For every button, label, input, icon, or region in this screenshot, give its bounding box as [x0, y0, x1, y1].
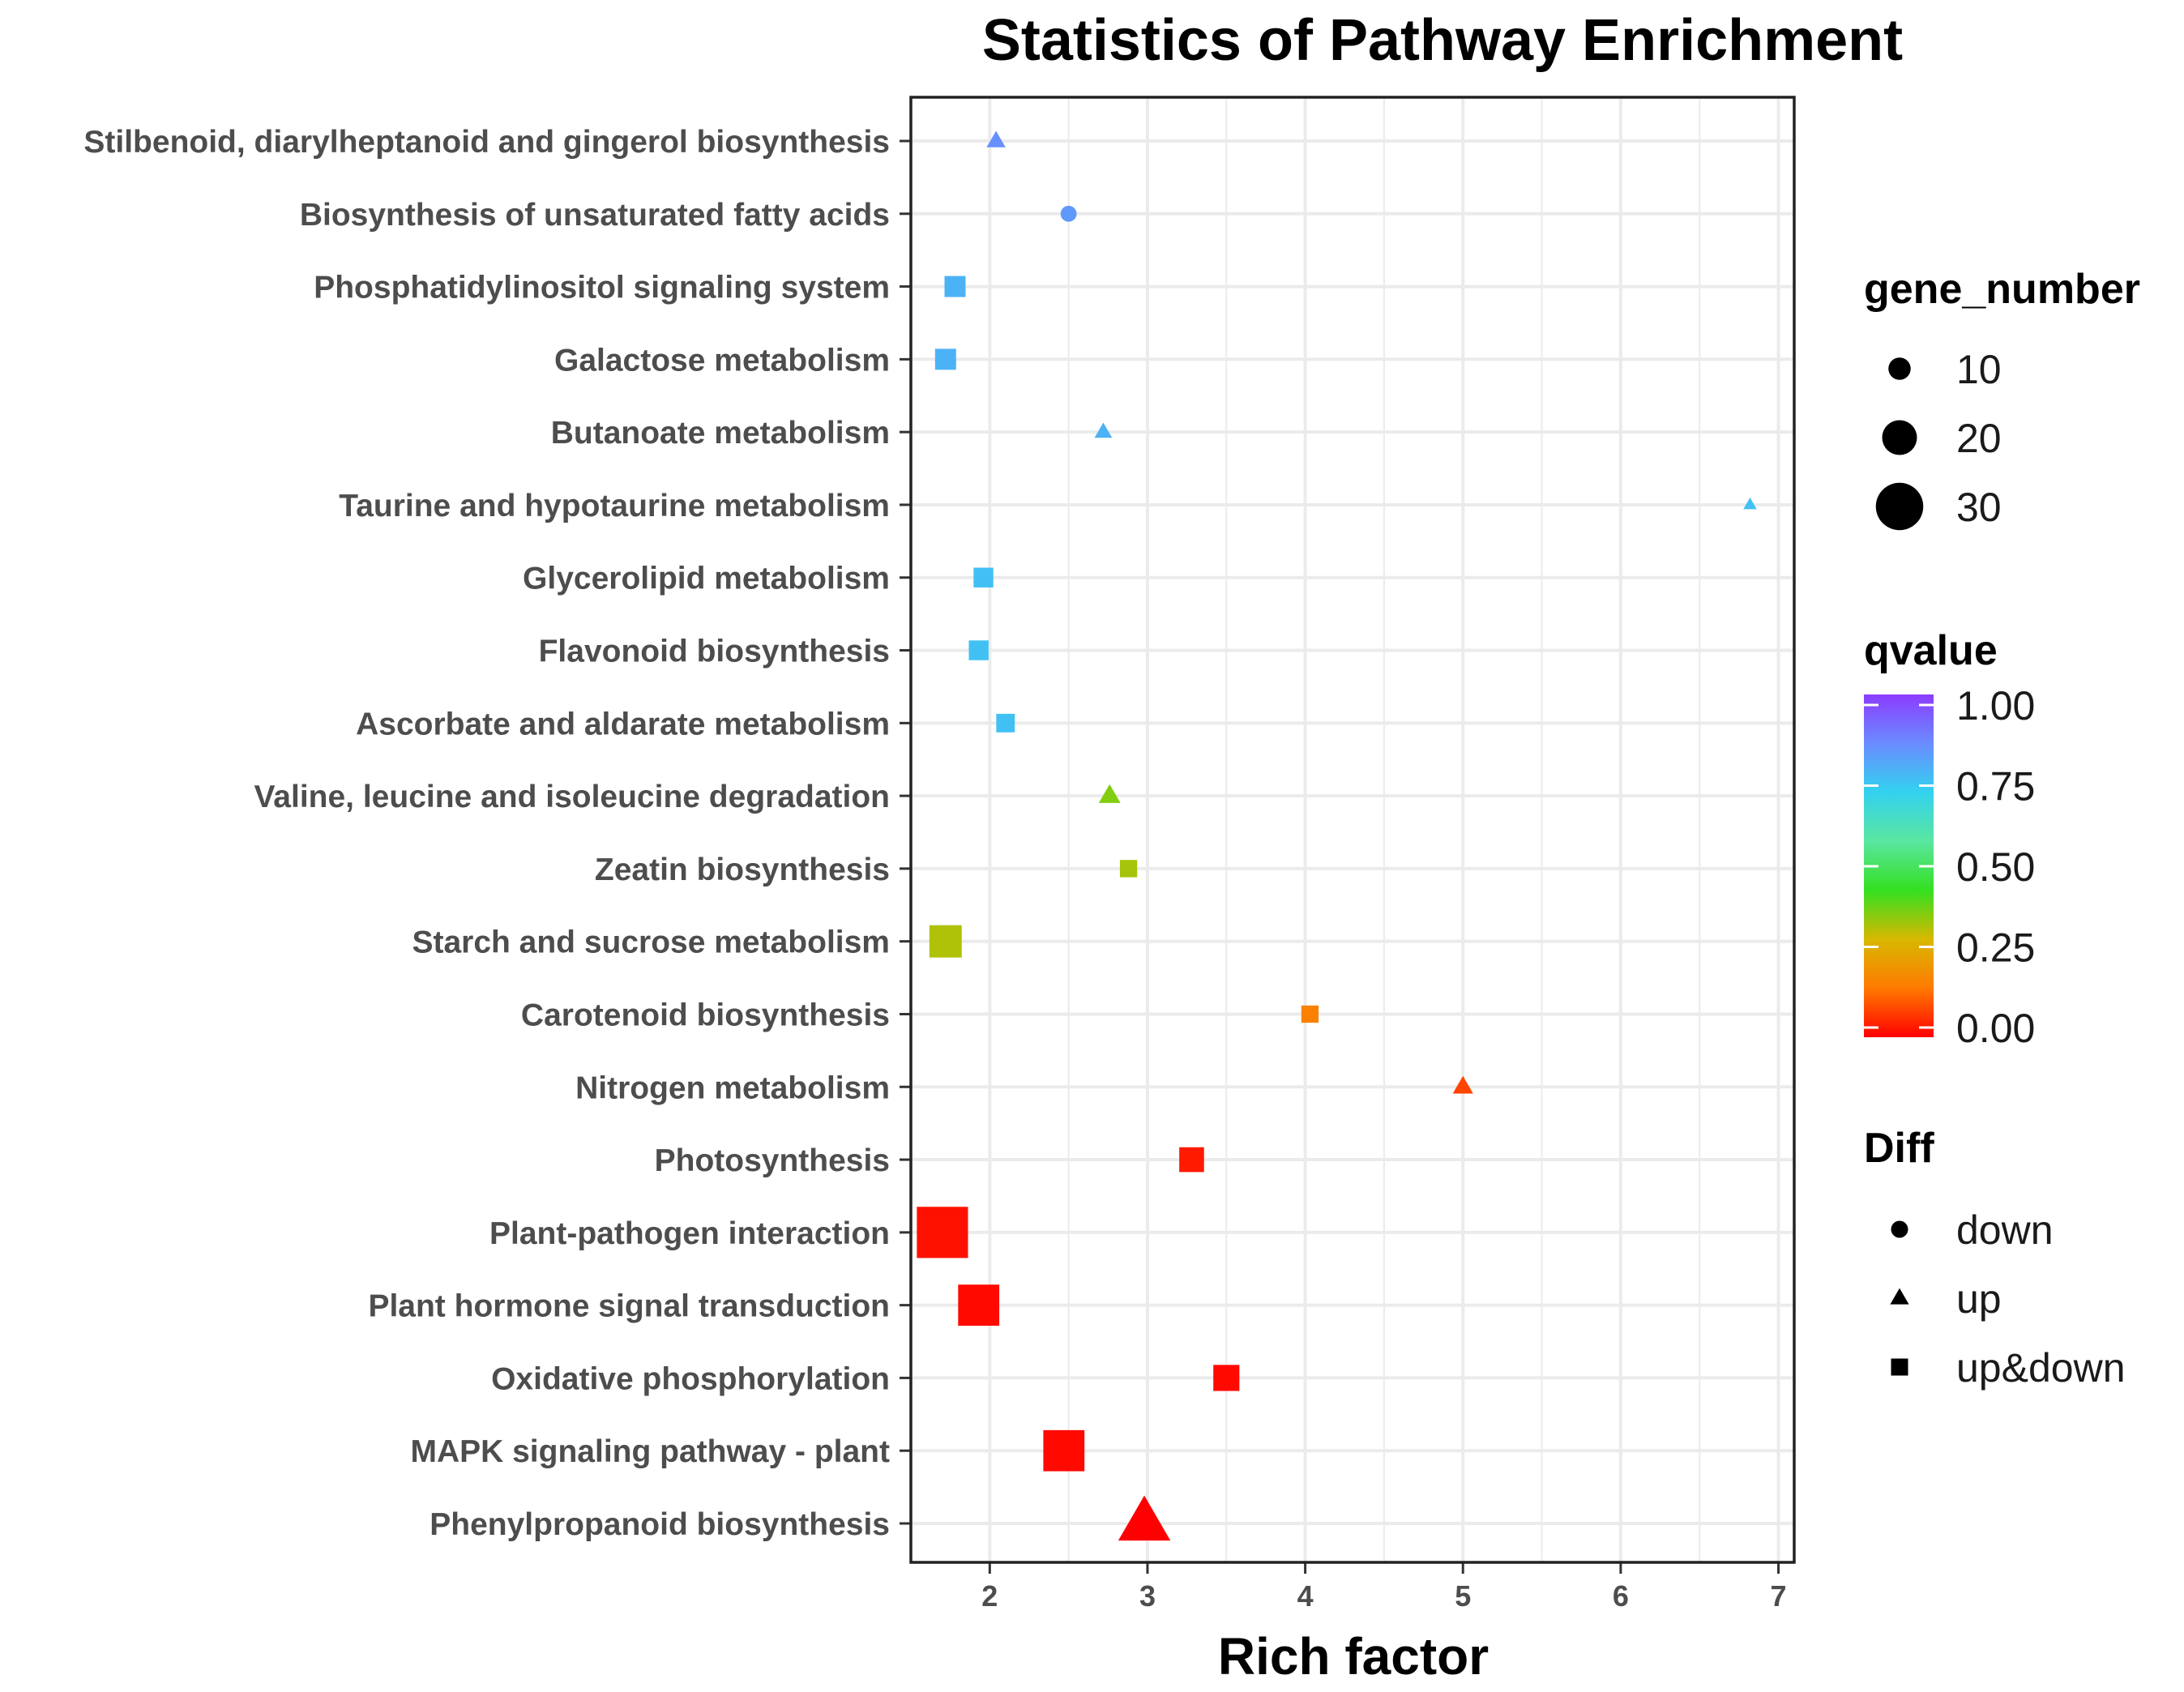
y-tick-label: Flavonoid biosynthesis [539, 634, 890, 669]
data-point-square [934, 348, 956, 370]
legend-size-circle [1875, 482, 1924, 531]
plot-area: Stilbenoid, diarylheptanoid and gingerol… [83, 96, 1796, 1613]
legend-diff-title: Diff [1864, 1125, 1934, 1172]
x-tick-label: 3 [1139, 1579, 1156, 1613]
data-point-square [1213, 1365, 1240, 1391]
legend-size-circle [1888, 357, 1911, 380]
legend-size-label: 30 [1956, 485, 2002, 530]
data-point-square [1043, 1429, 1085, 1472]
x-tick-label: 6 [1613, 1579, 1629, 1613]
legend-shape-label: down [1956, 1207, 2054, 1253]
x-axis-label: Rich factor [1218, 1627, 1489, 1686]
y-tick-label: Phosphatidylinositol signaling system [314, 271, 890, 306]
y-tick-label: Stilbenoid, diarylheptanoid and gingerol… [83, 125, 890, 160]
y-tick-label: Plant hormone signal transduction [368, 1289, 890, 1324]
legend-shape-circle [1891, 1220, 1908, 1238]
data-point-square [958, 1284, 1000, 1327]
data-point-square [968, 640, 989, 660]
x-tick-label: 7 [1771, 1579, 1787, 1613]
data-point-square [917, 1207, 968, 1258]
legend-size-label: 10 [1956, 347, 2002, 392]
y-tick-label: Starch and sucrose metabolism [412, 925, 890, 960]
legend-qvalue: qvalue 1.00 0.75 0.50 0.25 0.00 [1864, 627, 2035, 1051]
colorbar-tick-label: 0.75 [1956, 764, 2035, 810]
y-tick-label: Carotenoid biosynthesis [521, 998, 890, 1032]
x-tick-label: 2 [981, 1579, 998, 1613]
legend-gene-number: gene_number 10 20 30 [1864, 266, 2140, 531]
data-point-square [1179, 1147, 1204, 1173]
y-tick-label: MAPK signaling pathway - plant [410, 1434, 890, 1469]
y-tick-label: Plant-pathogen interaction [489, 1216, 890, 1251]
legend-diff: Diff down up up&down [1864, 1125, 2126, 1391]
legend-shape-label: up [1956, 1276, 2002, 1322]
colorbar-tick-label: 0.00 [1956, 1006, 2035, 1051]
legend-shape-square [1891, 1358, 1908, 1376]
legend-shape-label: up&down [1956, 1345, 2126, 1391]
legend-qvalue-title: qvalue [1864, 627, 1998, 674]
plot-border [909, 96, 1796, 1564]
legend-shape-triangle [1890, 1288, 1909, 1305]
y-tick-label: Phenylpropanoid biosynthesis [430, 1507, 890, 1542]
data-point-square [1301, 1005, 1319, 1023]
data-point-square [996, 713, 1015, 733]
data-point-square [1119, 860, 1138, 878]
data-point-triangle [1118, 1495, 1171, 1541]
y-tick-label: Butanoate metabolism [551, 416, 890, 451]
y-tick-label: Biosynthesis of unsaturated fatty acids [300, 198, 890, 233]
y-tick-label: Glycerolipid metabolism [523, 562, 890, 596]
data-point-triangle [1094, 422, 1113, 438]
data-point-triangle [1098, 784, 1121, 803]
x-tick-label: 4 [1297, 1579, 1314, 1613]
colorbar-tick-label: 1.00 [1956, 683, 2035, 728]
y-tick-label: Taurine and hypotaurine metabolism [339, 489, 890, 523]
data-point-circle [1060, 205, 1077, 222]
y-tick-label: Oxidative phosphorylation [491, 1361, 890, 1396]
y-tick-label: Galactose metabolism [554, 343, 890, 378]
data-point-square [973, 567, 994, 588]
y-tick-label: Valine, leucine and isoleucine degradati… [254, 780, 890, 814]
y-tick-label: Zeatin biosynthesis [595, 852, 890, 887]
x-tick-label: 5 [1455, 1579, 1471, 1613]
y-tick-label: Ascorbate and aldarate metabolism [356, 707, 890, 741]
chart-title: Statistics of Pathway Enrichment [982, 8, 1903, 73]
legend-gene-number-title: gene_number [1864, 266, 2140, 313]
data-point-square [929, 925, 962, 958]
legend-size-label: 20 [1956, 416, 2002, 461]
data-point-triangle [1743, 498, 1757, 510]
data-point-triangle [1452, 1075, 1473, 1094]
data-point-triangle [986, 130, 1006, 147]
data-point-square [944, 276, 966, 297]
legend-size-circle [1882, 420, 1917, 455]
colorbar-tick-label: 0.25 [1956, 925, 2035, 971]
colorbar-tick-label: 0.50 [1956, 844, 2035, 890]
y-tick-label: Photosynthesis [655, 1143, 890, 1178]
y-tick-label: Nitrogen metabolism [575, 1070, 890, 1105]
plot-background [911, 97, 1794, 1562]
